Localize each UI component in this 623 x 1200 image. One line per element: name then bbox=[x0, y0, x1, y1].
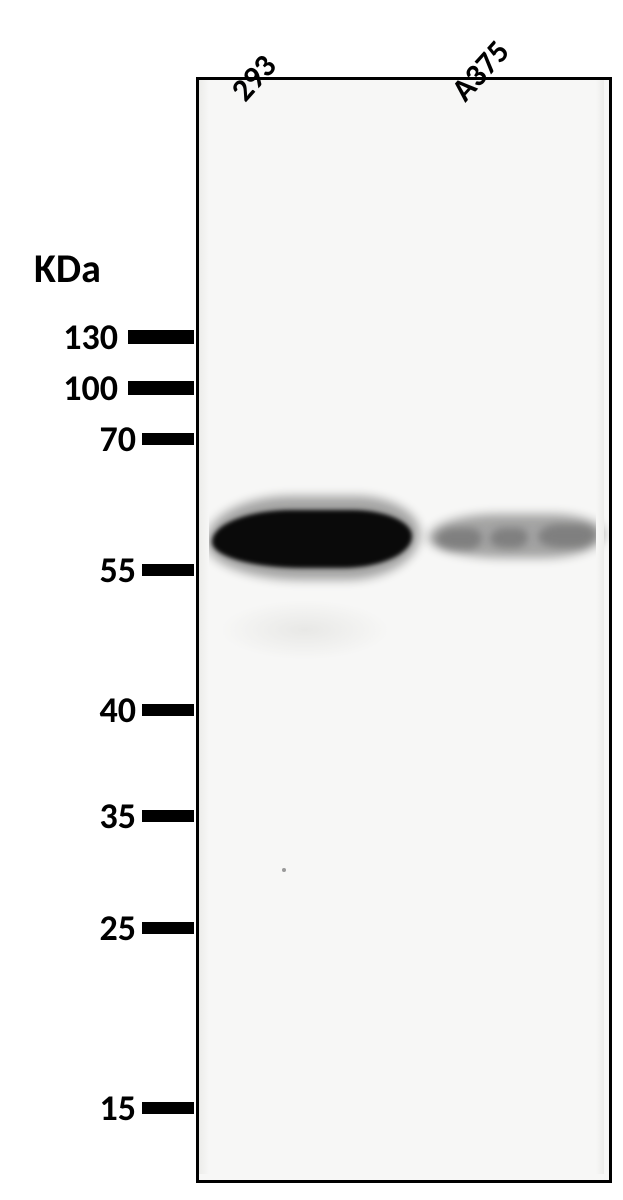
mw-label-35: 35 bbox=[100, 794, 137, 838]
mw-tick-35 bbox=[142, 810, 194, 822]
mw-label-15: 15 bbox=[100, 1086, 137, 1130]
y-axis-label: KDa bbox=[34, 244, 101, 293]
mw-label-25: 25 bbox=[100, 906, 137, 950]
mw-label-70: 70 bbox=[100, 417, 137, 461]
edge-shadow-1 bbox=[596, 80, 604, 1174]
band-A375-1 bbox=[490, 528, 528, 548]
blot-figure: 293 A375 KDa 130100705540352515 bbox=[0, 0, 623, 1200]
mw-tick-15 bbox=[142, 1102, 194, 1114]
band-A375-2 bbox=[538, 524, 596, 548]
mw-label-40: 40 bbox=[100, 688, 137, 732]
band-293 bbox=[212, 510, 412, 568]
smear-0 bbox=[220, 600, 390, 660]
mw-tick-130 bbox=[128, 330, 194, 344]
mw-label-55: 55 bbox=[100, 548, 137, 592]
mw-tick-55 bbox=[142, 564, 194, 576]
mw-tick-25 bbox=[142, 922, 194, 934]
mw-tick-70 bbox=[142, 433, 194, 445]
mw-label-100: 100 bbox=[63, 366, 118, 410]
mw-tick-100 bbox=[128, 381, 194, 395]
edge-shadow-0 bbox=[199, 80, 209, 1174]
mw-label-130: 130 bbox=[63, 315, 118, 359]
mw-tick-40 bbox=[142, 704, 194, 716]
speck-0 bbox=[282, 868, 286, 872]
band-A375-0 bbox=[436, 528, 482, 550]
